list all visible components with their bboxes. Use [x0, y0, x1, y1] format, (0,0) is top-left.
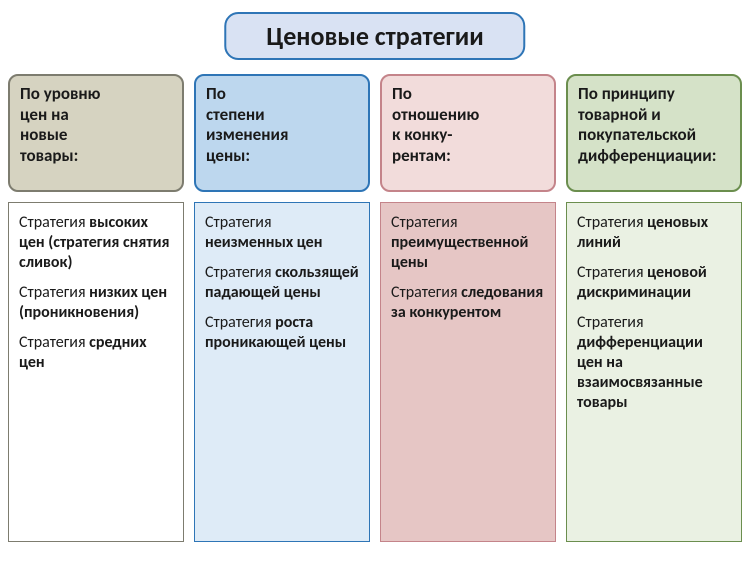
strategy-name: дифференциации цен на взаимосвязанные то…: [577, 333, 703, 412]
strategy-lead: Стратегия: [577, 263, 647, 282]
header-line: рентам:: [392, 145, 451, 166]
column-3: По принципутоварной ипокупательскойдиффе…: [566, 74, 742, 542]
strategy-item: Стратегия ценовой дискриминации: [577, 263, 731, 303]
title-box: Ценовые стратегии: [224, 12, 525, 60]
column-body: Стратегия неизменных цен Стратегия скольз…: [194, 202, 370, 542]
header-line: цен на: [20, 104, 69, 125]
strategy-name: неизменных цен: [205, 233, 322, 252]
strategy-name: преимущественной цены: [391, 233, 528, 272]
header-line: дифференциации:: [578, 145, 716, 166]
column-body: Стратегия ценовых линий Стратегия ценовой…: [566, 202, 742, 542]
header-line: цены:: [206, 145, 250, 166]
column-header: По уровнюцен нановыетовары:: [8, 74, 184, 192]
strategy-lead: Стратегия: [577, 313, 644, 332]
column-2: Поотношениюк конку-рентам:Стратегия преи…: [380, 74, 556, 542]
columns-container: По уровнюцен нановыетовары: Стратегия выс…: [8, 74, 742, 542]
strategy-lead: Стратегия: [391, 283, 461, 302]
strategy-lead: Стратегия: [19, 213, 89, 232]
strategy-item: Стратегия ценовых линий: [577, 213, 731, 253]
header-line: По: [206, 83, 226, 104]
strategy-lead: Стратегия: [205, 313, 275, 332]
strategy-item: Стратегия низких цен (проникновения): [19, 283, 173, 323]
strategy-lead: Стратегия: [391, 213, 458, 232]
strategy-item: Стратегия неизменных цен: [205, 213, 359, 253]
strategy-lead: Стратегия: [205, 263, 275, 282]
column-header: Постепениизмененияцены:: [194, 74, 370, 192]
header-line: товарной и: [578, 104, 661, 125]
title-text: Ценовые стратегии: [266, 20, 483, 52]
column-1: Постепениизмененияцены:Стратегия неизмен…: [194, 74, 370, 542]
strategy-item: Стратегия преимущественной цены: [391, 213, 545, 273]
column-body: Стратегия высоких цен (стратегия снятия …: [8, 202, 184, 542]
strategy-lead: Стратегия: [19, 283, 89, 302]
strategy-item: Стратегия следования за конкурентом: [391, 283, 545, 323]
header-line: По принципу: [578, 83, 675, 104]
header-line: изменения: [206, 124, 288, 145]
column-0: По уровнюцен нановыетовары: Стратегия выс…: [8, 74, 184, 542]
column-header: Поотношениюк конку-рентам:: [380, 74, 556, 192]
strategy-item: Стратегия средних цен: [19, 333, 173, 373]
strategy-item: Стратегия дифференциации цен на взаимосв…: [577, 313, 731, 413]
strategy-lead: Стратегия: [19, 333, 89, 352]
header-line: новые: [20, 124, 67, 145]
strategy-lead: Стратегия: [577, 213, 647, 232]
strategy-item: Стратегия высоких цен (стратегия снятия …: [19, 213, 173, 273]
header-line: По: [392, 83, 412, 104]
header-line: покупательской: [578, 124, 696, 145]
column-header: По принципутоварной ипокупательскойдиффе…: [566, 74, 742, 192]
strategy-item: Стратегия роста проникающей цены: [205, 313, 359, 353]
strategy-lead: Стратегия: [205, 213, 272, 232]
header-line: товары:: [20, 145, 78, 166]
column-body: Стратегия преимущественной ценыСтратегия…: [380, 202, 556, 542]
header-line: к конку-: [392, 124, 452, 145]
header-line: По уровню: [20, 83, 100, 104]
header-line: отношению: [392, 104, 479, 125]
header-line: степени: [206, 104, 265, 125]
strategy-item: Стратегия скользящей падающей цены: [205, 263, 359, 303]
